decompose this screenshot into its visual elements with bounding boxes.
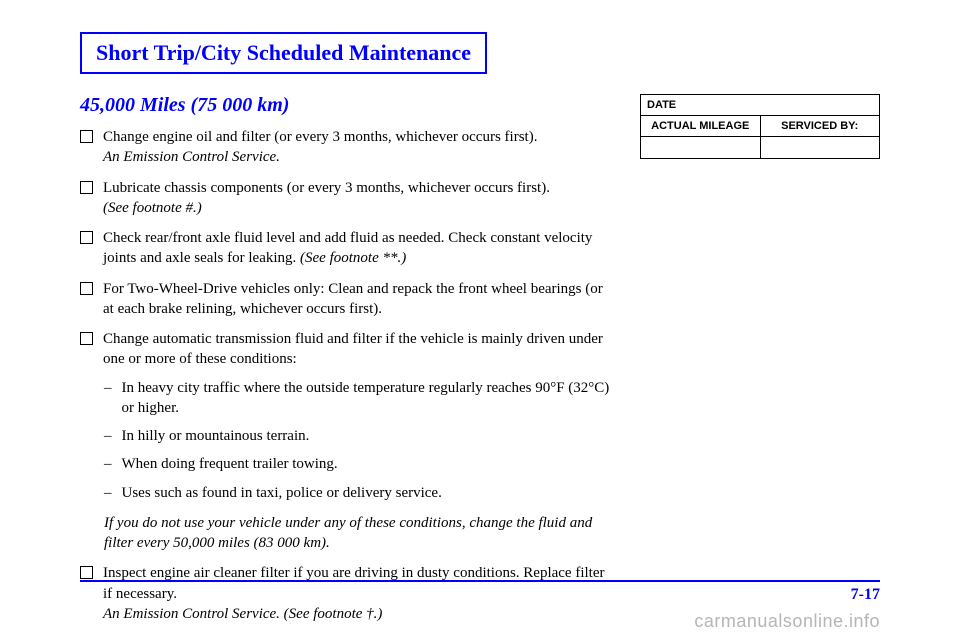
dash-icon: – [104, 483, 112, 503]
checkbox-icon [80, 566, 93, 579]
mileage-heading: 45,000 Miles (75 000 km) [80, 94, 616, 117]
mileage-cell [641, 137, 761, 159]
watermark: carmanualsonline.info [694, 611, 880, 632]
item-line: Change engine oil and filter (or every 3… [103, 129, 537, 145]
checklist-item: Check rear/front axle fluid level and ad… [80, 228, 616, 269]
checkbox-icon [80, 231, 93, 244]
serviced-header: SERVICED BY: [760, 116, 880, 137]
item-text: For Two-Wheel-Drive vehicles only: Clean… [103, 279, 616, 320]
checklist-item: Lubricate chassis components (or every 3… [80, 178, 616, 219]
checklist-item: Change engine oil and filter (or every 3… [80, 127, 616, 168]
right-column: DATE ACTUAL MILEAGE SERVICED BY: [640, 74, 880, 624]
item-text: Change engine oil and filter (or every 3… [103, 127, 616, 168]
item-note: An Emission Control Service. [103, 149, 280, 165]
mileage-header: ACTUAL MILEAGE [641, 116, 761, 137]
sub-item: – In heavy city traffic where the outsid… [104, 378, 616, 419]
section-header: Short Trip/City Scheduled Maintenance [80, 32, 487, 74]
serviced-cell [760, 137, 880, 159]
dash-icon: – [104, 426, 112, 446]
sub-item-text: In hilly or mountainous terrain. [122, 426, 310, 446]
checklist-item: For Two-Wheel-Drive vehicles only: Clean… [80, 279, 616, 320]
dash-icon: – [104, 378, 112, 419]
sub-item-text: Uses such as found in taxi, police or de… [122, 483, 442, 503]
item-line: Lubricate chassis components (or every 3… [103, 180, 550, 196]
footer: 7-17 [80, 580, 880, 604]
sub-item-text: In heavy city traffic where the outside … [122, 378, 617, 419]
page: Short Trip/City Scheduled Maintenance 45… [0, 0, 960, 640]
service-record-table: DATE ACTUAL MILEAGE SERVICED BY: [640, 94, 880, 159]
sub-item: – Uses such as found in taxi, police or … [104, 483, 616, 503]
sub-item: – In hilly or mountainous terrain. [104, 426, 616, 446]
page-number: 7-17 [80, 586, 880, 604]
item-note: (See footnote #.) [103, 200, 202, 216]
checkbox-icon [80, 282, 93, 295]
item-line: Change automatic transmission fluid and … [103, 331, 603, 367]
checkbox-icon [80, 332, 93, 345]
item-note: An Emission Control Service. (See footno… [103, 606, 382, 622]
sub-item: – When doing frequent trailer towing. [104, 454, 616, 474]
item-text: Check rear/front axle fluid level and ad… [103, 228, 616, 269]
dash-icon: – [104, 454, 112, 474]
date-header: DATE [641, 95, 880, 116]
footer-rule [80, 580, 880, 582]
sub-list: – In heavy city traffic where the outsid… [80, 378, 616, 503]
content-row: 45,000 Miles (75 000 km) Change engine o… [80, 74, 880, 624]
sub-item-text: When doing frequent trailer towing. [122, 454, 338, 474]
table-row: ACTUAL MILEAGE SERVICED BY: [641, 116, 880, 137]
item-note: (See footnote **.) [300, 250, 406, 266]
checkbox-icon [80, 130, 93, 143]
checklist-item: Change automatic transmission fluid and … [80, 329, 616, 370]
left-column: 45,000 Miles (75 000 km) Change engine o… [80, 74, 616, 624]
item-text: Lubricate chassis components (or every 3… [103, 178, 616, 219]
sub-note: If you do not use your vehicle under any… [80, 513, 616, 554]
table-row: DATE [641, 95, 880, 116]
item-text: Change automatic transmission fluid and … [103, 329, 616, 370]
checkbox-icon [80, 181, 93, 194]
table-row [641, 137, 880, 159]
item-line: For Two-Wheel-Drive vehicles only: Clean… [103, 281, 603, 317]
